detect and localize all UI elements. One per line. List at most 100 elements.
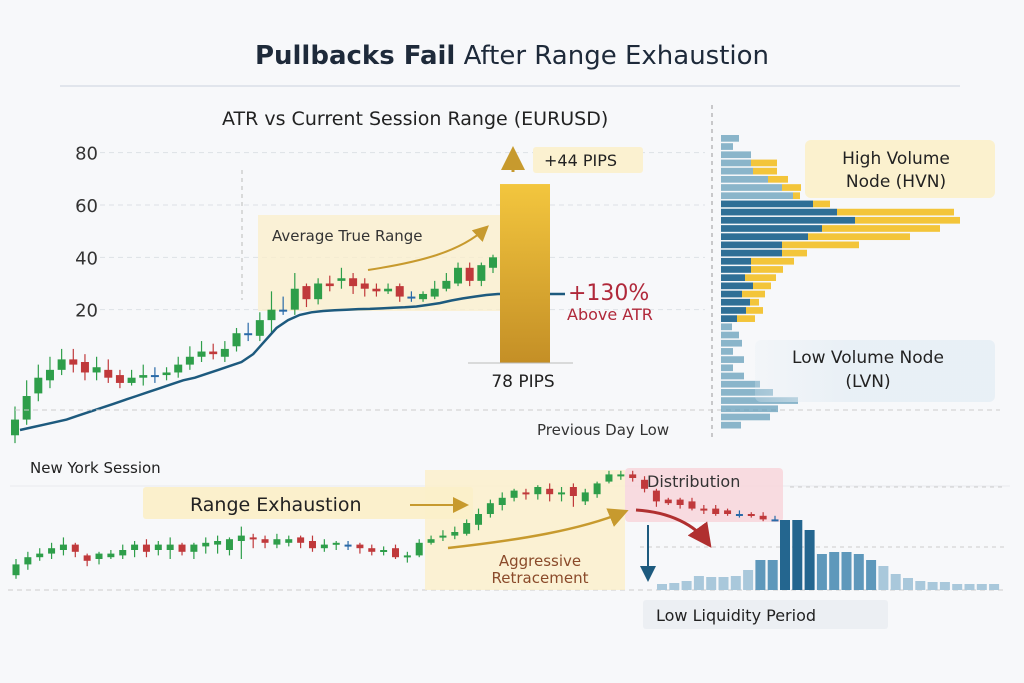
candle-body bbox=[232, 333, 241, 347]
volume-bar bbox=[927, 582, 938, 590]
candle bbox=[430, 280, 439, 300]
candle-body bbox=[178, 544, 186, 552]
candle-body bbox=[320, 544, 328, 549]
candle-body bbox=[641, 479, 649, 489]
volume-bar bbox=[693, 576, 704, 590]
range-value-label: 78 PIPS bbox=[491, 372, 554, 392]
session-candle bbox=[641, 476, 649, 493]
profile-bar-sell bbox=[721, 184, 782, 191]
volume-bar bbox=[878, 566, 889, 590]
volume-bar bbox=[669, 583, 680, 590]
candle-body bbox=[279, 309, 288, 312]
candle-body bbox=[510, 490, 518, 498]
candle-body bbox=[220, 348, 229, 357]
volume-bar bbox=[939, 582, 950, 590]
candle-body bbox=[115, 375, 124, 383]
candle bbox=[454, 262, 463, 287]
profile-bar-sell bbox=[721, 298, 750, 306]
session-candle bbox=[463, 519, 471, 536]
profile-bar-sell bbox=[721, 192, 793, 200]
session-candle bbox=[617, 470, 625, 480]
y-tick-label: 60 bbox=[75, 196, 98, 217]
candle-body bbox=[166, 544, 174, 550]
candle-body bbox=[80, 362, 89, 373]
candle bbox=[209, 343, 218, 360]
profile-bar-sell bbox=[721, 331, 739, 339]
profile-bar-buy bbox=[737, 315, 755, 322]
hvn-label-line2: Node (HVN) bbox=[846, 172, 946, 192]
candle-body bbox=[127, 377, 136, 383]
profile-bar-buy bbox=[782, 184, 801, 191]
above-atr-caption: Above ATR bbox=[567, 305, 653, 324]
candle-body bbox=[261, 539, 269, 543]
candle-body bbox=[617, 474, 625, 477]
candle-body bbox=[688, 501, 696, 509]
candle-body bbox=[759, 515, 767, 520]
retracement-label-line2: Retracement bbox=[492, 569, 589, 587]
candle bbox=[395, 283, 404, 302]
page-title: Pullbacks Fail After Range Exhaustion bbox=[255, 41, 769, 71]
profile-bar-buy bbox=[808, 233, 910, 241]
candle bbox=[442, 273, 451, 292]
candle bbox=[92, 356, 101, 381]
candle bbox=[104, 359, 113, 383]
session-candle bbox=[332, 541, 340, 550]
candle bbox=[69, 348, 78, 373]
volume-histogram bbox=[657, 520, 1000, 590]
volume-bar bbox=[804, 530, 815, 590]
candle-body bbox=[131, 544, 139, 550]
profile-bar-buy bbox=[746, 307, 763, 314]
candle-body bbox=[419, 293, 428, 300]
session-candle bbox=[225, 537, 233, 556]
candle-body bbox=[454, 267, 463, 284]
profile-bar-sell bbox=[721, 216, 855, 224]
candle-body bbox=[225, 539, 233, 550]
session-candle bbox=[546, 483, 554, 502]
session-candle bbox=[190, 542, 198, 559]
session-candle bbox=[676, 497, 684, 509]
candle-body bbox=[11, 419, 19, 436]
distribution-label: Distribution bbox=[647, 472, 740, 491]
profile-bar-sell bbox=[721, 389, 773, 396]
candle-body bbox=[360, 283, 369, 289]
hvn-label-line1: High Volume bbox=[842, 149, 950, 169]
session-candle bbox=[59, 537, 67, 556]
session-candle bbox=[356, 542, 364, 554]
session-candle bbox=[475, 508, 483, 531]
volume-bar bbox=[952, 584, 963, 590]
candle bbox=[419, 291, 428, 302]
candle bbox=[232, 327, 241, 352]
profile-bar-buy bbox=[753, 282, 771, 290]
profile-bar-sell bbox=[721, 405, 778, 413]
volume-profile bbox=[721, 135, 960, 429]
session-candle bbox=[48, 542, 56, 559]
candle-body bbox=[154, 544, 162, 550]
volume-bar bbox=[743, 570, 754, 590]
session-candle bbox=[71, 542, 79, 558]
candle-body bbox=[439, 535, 447, 538]
candle-body bbox=[356, 544, 364, 549]
volume-bar bbox=[841, 552, 852, 590]
session-candle bbox=[83, 553, 91, 567]
candle bbox=[185, 346, 194, 370]
volume-bar bbox=[730, 576, 741, 590]
candle-body bbox=[57, 359, 66, 370]
profile-bar-sell bbox=[721, 159, 751, 167]
session-candle bbox=[605, 470, 613, 484]
session-candle bbox=[368, 544, 376, 556]
session-candle bbox=[273, 533, 281, 549]
profile-bar-sell bbox=[721, 372, 744, 380]
profile-bar-sell bbox=[721, 290, 742, 298]
candle-body bbox=[415, 542, 423, 556]
candle-body bbox=[119, 550, 127, 556]
profile-bar-sell bbox=[721, 257, 751, 265]
candle-body bbox=[337, 278, 346, 281]
candle bbox=[57, 348, 66, 376]
volume-bar bbox=[780, 520, 790, 590]
candle-body bbox=[214, 541, 222, 545]
profile-bar-buy bbox=[822, 225, 940, 232]
candle-body bbox=[368, 548, 376, 552]
atr-label: Average True Range bbox=[272, 227, 423, 245]
session-candle bbox=[712, 505, 720, 516]
profile-bar-buy bbox=[837, 208, 954, 216]
